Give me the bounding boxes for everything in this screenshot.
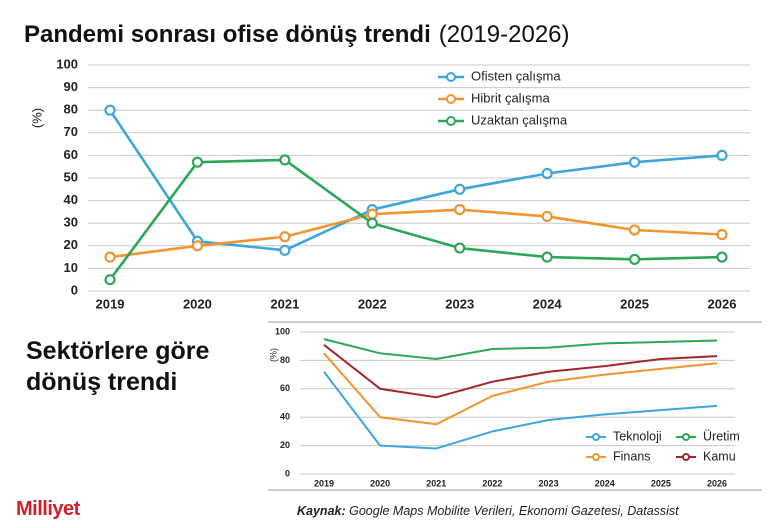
data-point [279, 244, 291, 256]
legend-label: Kamu [703, 449, 736, 463]
legend-marker [592, 433, 600, 441]
series-line [323, 371, 718, 450]
x-tick-label: 2022 [482, 478, 502, 488]
x-tick-label: 2020 [183, 296, 212, 311]
data-point [279, 154, 291, 166]
data-point [628, 253, 641, 265]
source-text: Google Maps Mobilite Verileri, Ekonomi G… [349, 504, 679, 518]
y-tick-label: 80 [64, 102, 78, 117]
y-tick-label: 40 [64, 192, 78, 207]
x-tick-label: 2019 [314, 478, 334, 488]
x-tick-label: 2020 [370, 478, 390, 488]
y-tick-label: 100 [56, 56, 78, 71]
title-years: (2019-2026) [439, 21, 570, 48]
data-point [366, 217, 378, 229]
y-tick-label: 60 [64, 147, 78, 162]
y-axis-label: (%) [268, 348, 278, 362]
y-tick-label: 60 [280, 383, 290, 393]
x-tick-label: 2023 [539, 478, 559, 488]
y-tick-label: 40 [280, 412, 290, 422]
source-label: Kaynak: [297, 504, 346, 518]
legend-marker [446, 72, 456, 82]
data-point [716, 251, 728, 263]
y-axis-label: (%) [29, 108, 44, 128]
data-point [454, 242, 466, 254]
x-tick-label: 2019 [96, 296, 125, 311]
y-tick-label: 20 [280, 440, 290, 450]
legend-marker [682, 433, 690, 441]
title-main: Pandemi sonrası ofise dönüş trendi [24, 21, 431, 48]
y-tick-label: 50 [64, 169, 78, 184]
data-point [191, 156, 204, 168]
legend-label: Uzaktan çalışma [471, 112, 568, 127]
legend-label: Hibrit çalışma [471, 90, 551, 105]
x-tick-label: 2023 [445, 296, 474, 311]
data-point [191, 240, 204, 252]
x-tick-label: 2024 [595, 478, 615, 488]
data-point [104, 251, 116, 263]
data-point [366, 208, 378, 220]
y-tick-label: 0 [285, 468, 290, 478]
chart-title: Pandemi sonrası ofise dönüş trendi (2019-… [24, 21, 570, 48]
series-line [323, 343, 718, 399]
legend-label: Üretim [703, 429, 740, 443]
data-point [541, 251, 553, 263]
brand-logo: Milliyet [16, 498, 80, 520]
y-tick-label: 80 [280, 355, 290, 365]
data-point [279, 231, 291, 243]
data-point [541, 167, 553, 180]
legend-marker [446, 94, 456, 104]
y-tick-label: 30 [64, 215, 78, 230]
legend-marker [592, 453, 600, 461]
y-tick-label: 0 [71, 282, 78, 297]
legend-label: Ofisten çalışma [471, 68, 561, 83]
series-line [108, 109, 723, 252]
x-tick-label: 2021 [270, 296, 299, 311]
x-tick-label: 2025 [651, 478, 671, 488]
legend-marker [446, 116, 456, 126]
data-point [104, 274, 116, 286]
data-point [716, 228, 728, 241]
series-line [109, 208, 723, 259]
legend-marker [682, 453, 690, 461]
x-tick-label: 2025 [620, 296, 649, 311]
legend-label: Finans [613, 449, 651, 463]
data-point [104, 104, 116, 116]
y-tick-label: 100 [275, 326, 290, 336]
data-point [541, 210, 553, 223]
data-point [454, 183, 466, 195]
y-tick-label: 10 [64, 260, 78, 275]
source-note: Kaynak: Google Maps Mobilite Verileri, E… [297, 504, 679, 518]
data-point [628, 156, 641, 168]
legend-label: Teknoloji [613, 429, 662, 443]
chart-title: Sektörlere göre dönüş trendi [26, 337, 210, 396]
data-point [454, 204, 466, 216]
y-tick-label: 90 [64, 79, 78, 94]
x-tick-label: 2021 [426, 478, 446, 488]
x-tick-label: 2022 [358, 296, 387, 311]
x-tick-label: 2026 [707, 478, 727, 488]
series-line [323, 338, 718, 360]
x-tick-label: 2024 [533, 296, 563, 311]
series-line [323, 352, 718, 426]
data-point [628, 224, 641, 236]
x-tick-label: 2026 [708, 296, 737, 311]
series-line [108, 158, 723, 281]
data-point [716, 149, 728, 161]
y-tick-label: 70 [64, 124, 78, 139]
y-tick-label: 20 [64, 237, 78, 252]
